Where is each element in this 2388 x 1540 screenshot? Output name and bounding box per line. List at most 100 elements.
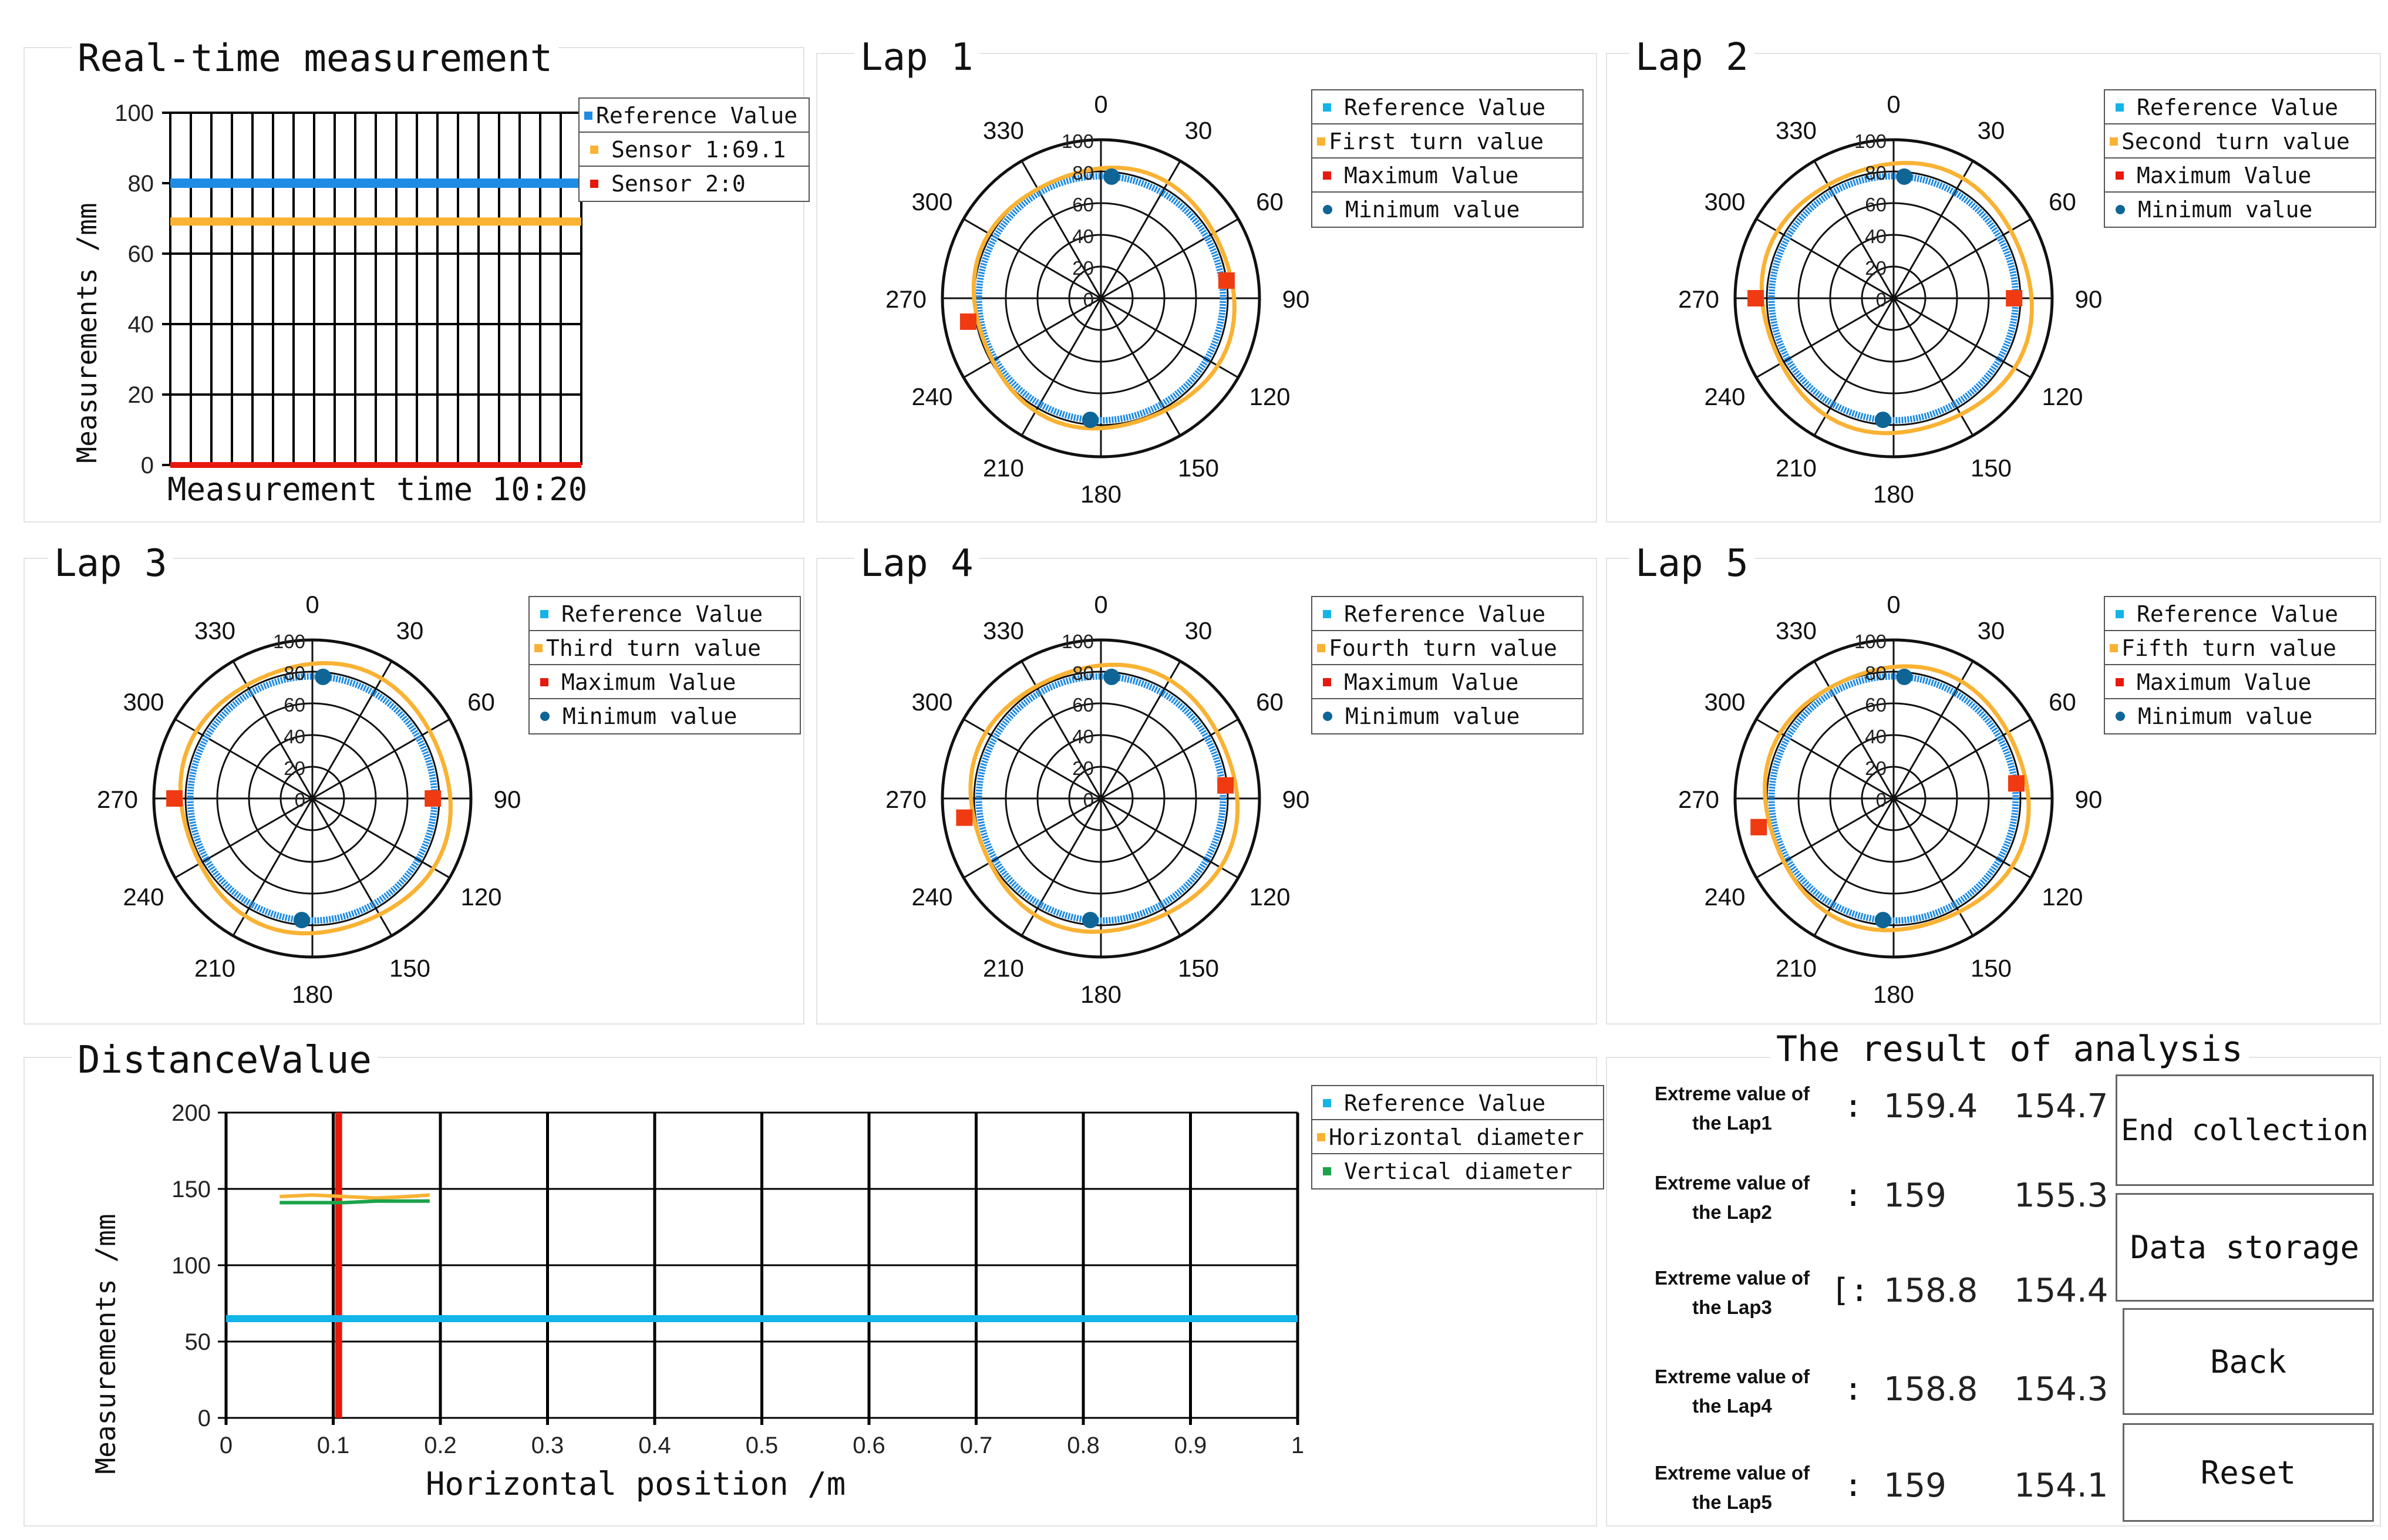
distance-xtick: 0.6: [853, 1433, 885, 1458]
realtime-ytick: 40: [128, 312, 154, 338]
analysis-row-min-value: 154.3: [2014, 1370, 2109, 1408]
lap-legend-item: Fifth turn value: [2105, 631, 2375, 665]
legend-swatch: [590, 145, 598, 154]
legend-label: Maximum Value: [2137, 163, 2312, 188]
lap-legend-item: Maximum Value: [2105, 665, 2375, 699]
legend-label: Minimum value: [1345, 703, 1520, 729]
legend-label: Reference Value: [1344, 95, 1546, 120]
legend-swatch: [2116, 103, 2124, 112]
analysis-row-colon: :: [1844, 1467, 1863, 1504]
analysis-title: The result of analysis: [1770, 1029, 2249, 1070]
distance-xtick: 0.3: [531, 1433, 564, 1458]
distance-xtick: 0.2: [424, 1433, 457, 1458]
lap-legend-item: Reference Value: [2105, 90, 2375, 124]
analysis-row-label: Extreme value of the Lap1: [1635, 1079, 1829, 1138]
distance-series-2: [279, 1193, 430, 1200]
analysis-row-label-line2: the Lap3: [1692, 1296, 1772, 1318]
legend-label: Reference Value: [596, 103, 798, 129]
analysis-row-colon: [:: [1831, 1272, 1870, 1309]
legend-swatch: [2110, 137, 2118, 146]
legend-swatch: [1323, 171, 1331, 180]
legend-swatch: [1323, 1098, 1331, 1107]
lap2-legend: Reference Value Second turn value Maximum …: [2104, 89, 2376, 228]
lap-legend-item: Maximum Value: [530, 665, 800, 699]
data-storage-button[interactable]: Data storage: [2116, 1193, 2374, 1302]
legend-swatch: [584, 111, 592, 120]
analysis-row-min-value: 155.3: [2014, 1177, 2109, 1215]
analysis-row-colon: :: [1844, 1370, 1863, 1407]
realtime-ytick: 60: [128, 241, 154, 267]
lap-legend-item: Minimum value: [2105, 193, 2375, 227]
distance-ytick: 0: [198, 1406, 211, 1431]
realtime-ytick: 100: [114, 100, 154, 126]
lap2-title: Lap 2: [1629, 39, 1754, 76]
distance-legend-item: Vertical diameter: [1312, 1154, 1603, 1188]
legend-label: Minimum value: [2138, 197, 2313, 223]
distance-xtick: 0.4: [638, 1433, 671, 1458]
lap-legend-item: Reference Value: [2105, 597, 2375, 631]
analysis-row-label-line2: the Lap2: [1692, 1201, 1772, 1223]
realtime-footer: Measurement time 10:20: [167, 471, 588, 508]
distance-xlabel: Horizontal position /m: [426, 1465, 846, 1502]
analysis-row-label: Extreme value of the Lap4: [1635, 1362, 1829, 1421]
distance-xtick: 0.8: [1067, 1433, 1100, 1458]
distance-ytick: 100: [171, 1253, 211, 1279]
legend-label: Fifth turn value: [2121, 635, 2337, 661]
legend-label: Fourth turn value: [1329, 635, 1557, 661]
legend-swatch: [540, 678, 548, 686]
lap-legend-item: Reference Value: [1312, 597, 1582, 631]
legend-swatch: [540, 711, 550, 721]
analysis-row-min-value: 154.4: [2014, 1272, 2109, 1310]
realtime-legend-item: Reference Value: [580, 99, 809, 133]
distance-legend: Reference Value Horizontal diameter Vertic…: [1311, 1085, 1604, 1189]
lap1-title: Lap 1: [854, 39, 979, 76]
legend-label: Maximum Value: [1344, 669, 1519, 695]
lap5-legend: Reference Value Fifth turn value Maximum V…: [2104, 596, 2376, 734]
legend-swatch: [2116, 204, 2125, 214]
lap-legend-item: Minimum value: [1312, 699, 1582, 733]
analysis-row-label-line1: Extreme value of: [1654, 1366, 1810, 1387]
legend-label: First turn value: [1329, 129, 1544, 154]
distance-xtick: 0: [220, 1433, 233, 1458]
analysis-row-label: Extreme value of the Lap3: [1635, 1263, 1829, 1322]
lap-legend-item: First turn value: [1312, 124, 1582, 159]
legend-swatch: [2110, 643, 2118, 652]
legend-swatch: [2116, 678, 2124, 686]
analysis-row-label-line1: Extreme value of: [1654, 1267, 1810, 1289]
lap-legend-item: Maximum Value: [2105, 159, 2375, 193]
lap-legend-item: Maximum Value: [1312, 159, 1582, 193]
legend-swatch: [1323, 204, 1332, 214]
distance-xtick: 0.7: [960, 1433, 993, 1458]
distance-ylabel: Measurements /mm: [90, 1214, 122, 1474]
lap-legend-item: Second turn value: [2105, 124, 2375, 159]
distance-title: DistanceValue: [72, 1042, 378, 1079]
analysis-row-label: Extreme value of the Lap2: [1635, 1168, 1829, 1227]
lap4-title: Lap 4: [854, 545, 979, 582]
distance-ytick: 200: [171, 1100, 211, 1126]
legend-label: Horizontal diameter: [1329, 1124, 1584, 1150]
analysis-row-colon: :: [1844, 1087, 1863, 1124]
realtime-title: Real-time measurement: [72, 40, 559, 77]
analysis-row-min-value: 154.1: [2014, 1467, 2109, 1505]
lap-legend-item: Reference Value: [530, 597, 800, 631]
lap3-legend: Reference Value Third turn value Maximum V…: [528, 596, 801, 734]
end-collection-button[interactable]: End collection: [2116, 1074, 2374, 1186]
lap-legend-item: Third turn value: [530, 631, 800, 665]
lap-legend-item: Minimum value: [1312, 193, 1582, 227]
realtime-chart: 0 20 40 60 80 100: [114, 100, 582, 478]
legend-label: Reference Value: [2137, 95, 2339, 120]
reset-button[interactable]: Reset: [2123, 1423, 2374, 1522]
distance-series-3: [279, 1199, 430, 1205]
back-button[interactable]: Back: [2123, 1308, 2374, 1415]
legend-swatch: [1323, 1167, 1331, 1175]
legend-swatch: [2116, 711, 2125, 721]
legend-label: Minimum value: [563, 703, 737, 729]
realtime-legend-item: Sensor 1:69.1: [580, 133, 809, 167]
distance-xtick: 0.5: [746, 1433, 779, 1458]
analysis-row-min-value: 154.7: [2014, 1087, 2109, 1125]
lap-legend-item: Maximum Value: [1312, 665, 1582, 699]
lap-legend-item: Minimum value: [530, 699, 800, 733]
analysis-row-colon: :: [1844, 1177, 1863, 1214]
analysis-row-label-line1: Extreme value of: [1654, 1083, 1810, 1104]
legend-swatch: [1317, 137, 1325, 146]
